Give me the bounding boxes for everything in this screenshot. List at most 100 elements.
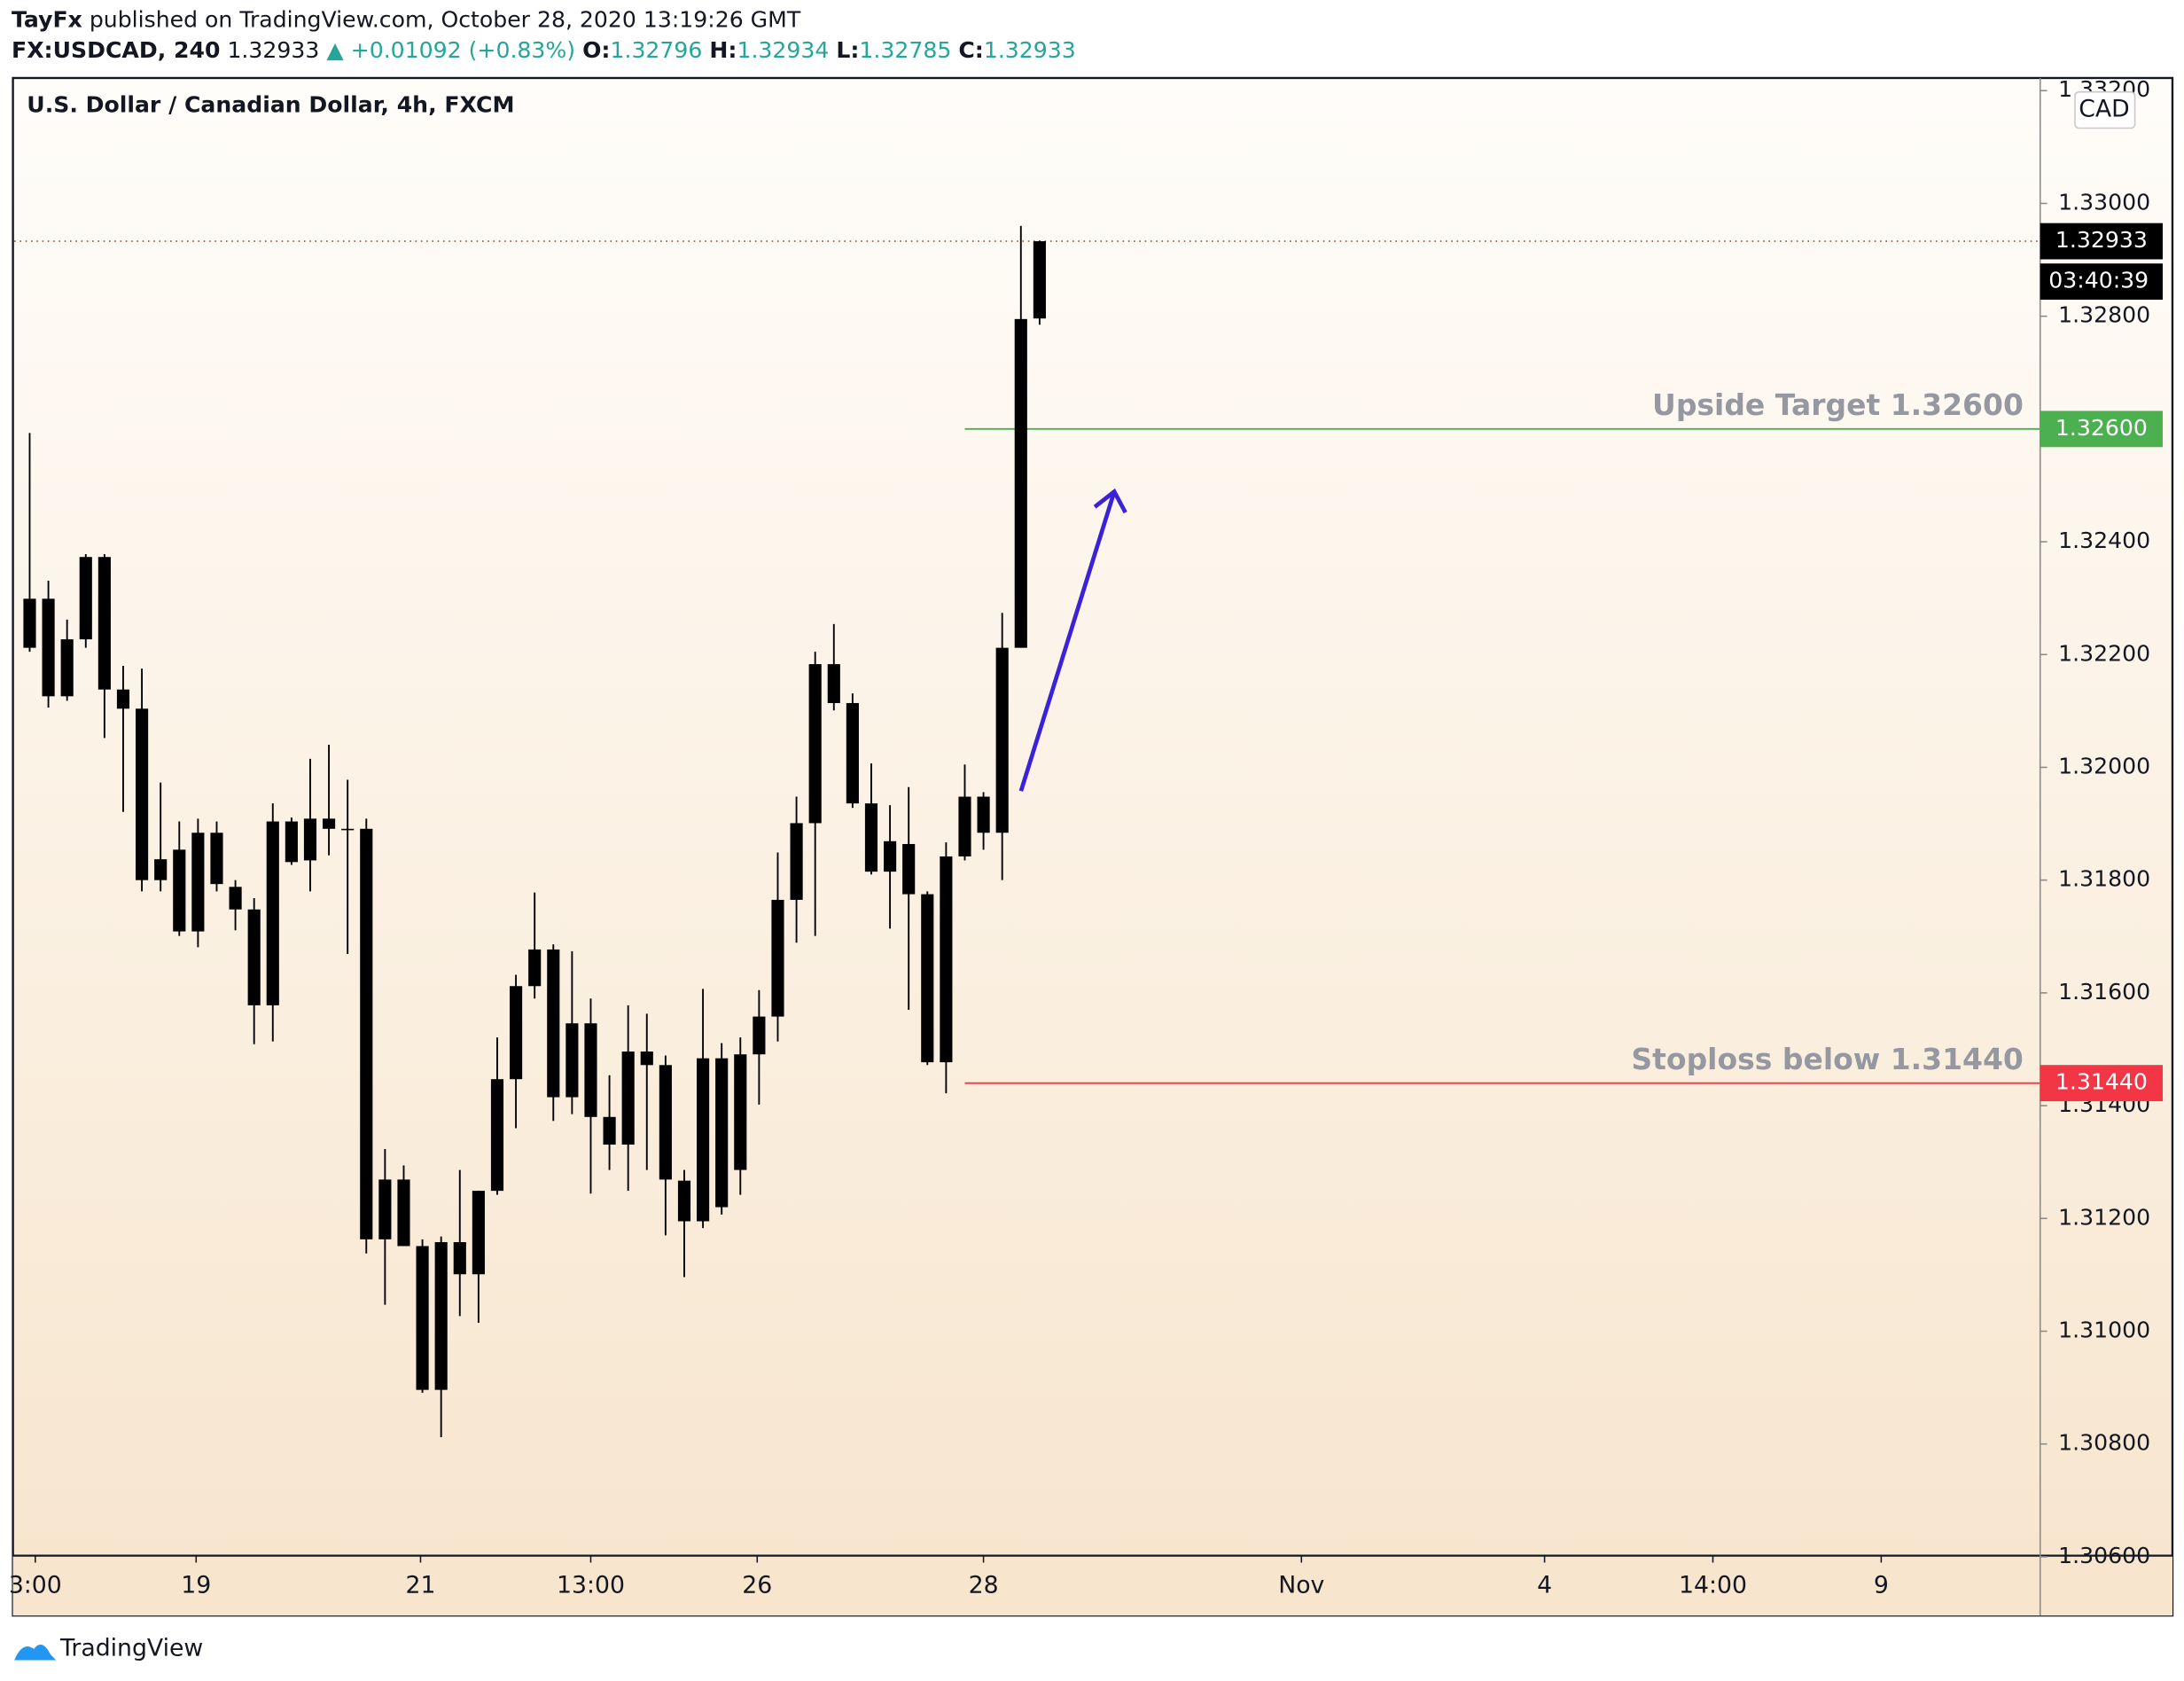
candle-body	[79, 557, 92, 640]
candle-body	[303, 818, 317, 861]
x-tick-label: 26	[742, 1572, 772, 1599]
last-price-box	[2040, 223, 2163, 260]
level-label: 1.31440	[2055, 1069, 2148, 1095]
candle-body	[603, 1116, 616, 1145]
candle-body	[621, 1052, 635, 1145]
candle-body	[154, 859, 168, 880]
x-tick-label: 19	[181, 1572, 211, 1599]
candle-body	[584, 1023, 597, 1117]
candle-body	[640, 1052, 653, 1066]
arrow-head	[1093, 488, 1127, 514]
candle-body	[1014, 318, 1027, 648]
y-tick-label: 1.30800	[2058, 1430, 2150, 1456]
y-tick-label: 1.30600	[2058, 1543, 2150, 1568]
y-tick-label: 1.31600	[2058, 979, 2150, 1005]
x-tick-label: 13:00	[557, 1572, 625, 1599]
candle-body	[98, 557, 111, 690]
logo-icon	[14, 1644, 57, 1661]
candle-body	[528, 949, 542, 987]
chart-title: U.S. Dollar / Canadian Dollar, 4h, FXCM	[27, 91, 514, 117]
candle-body	[884, 840, 897, 872]
level-box	[2040, 1065, 2163, 1102]
candle-body	[808, 664, 822, 824]
change: ▲ +0.01092 (+0.83%)	[326, 37, 575, 63]
h-label: H:	[709, 37, 737, 63]
countdown-box	[2040, 263, 2163, 301]
c: 1.32933	[984, 37, 1076, 63]
candle-body	[360, 828, 373, 1239]
o: 1.32796	[610, 37, 702, 63]
candle-body	[229, 887, 242, 910]
candle-body	[940, 856, 953, 1063]
candle-body	[921, 894, 934, 1063]
candle-body	[715, 1058, 729, 1208]
candle-body	[323, 818, 336, 829]
footer-logo	[14, 1644, 57, 1661]
x-tick-label: 3:00	[9, 1572, 62, 1599]
candle-body	[827, 664, 840, 703]
level-label: 1.32600	[2055, 415, 2148, 441]
candle-body	[210, 833, 223, 885]
candle-body	[416, 1246, 429, 1390]
candle-body	[42, 598, 55, 697]
candle-body	[453, 1242, 466, 1275]
candle-body	[846, 702, 859, 804]
publish-line: TayFx published on TradingView.com, Octo…	[12, 7, 801, 33]
y-tick-label: 1.32200	[2058, 640, 2150, 666]
published: published on TradingView.com, October 28…	[90, 7, 801, 33]
time-axis-bg	[12, 1555, 2172, 1616]
candle-body	[285, 821, 298, 863]
candle-body	[341, 828, 355, 831]
chart-frame	[12, 76, 2174, 1617]
candle-body	[977, 796, 990, 833]
level-text: Stoploss below 1.31440	[1631, 1042, 2023, 1076]
candle-body	[790, 823, 803, 900]
last-price-label: 1.32933	[2055, 227, 2148, 253]
last: 1.32933	[227, 37, 319, 63]
candle-body	[995, 647, 1009, 833]
candle-body	[490, 1079, 504, 1192]
y-tick-label: 1.33000	[2058, 189, 2150, 215]
candle-body	[734, 1054, 747, 1170]
level-text: Upside Target 1.32600	[1652, 387, 2024, 422]
candle-body	[136, 708, 149, 880]
candle-body	[434, 1242, 448, 1390]
x-tick-label: 9	[1874, 1572, 1889, 1599]
footer-brand: TradingView	[59, 1634, 203, 1661]
candle-body	[547, 949, 560, 1098]
y-tick-label: 1.32400	[2058, 528, 2150, 553]
candle-body	[397, 1179, 410, 1247]
candle-body	[566, 1023, 579, 1098]
candle-body	[191, 833, 205, 932]
y-tick-label: 1.32000	[2058, 753, 2150, 778]
candle-body	[60, 639, 74, 697]
candle-body	[266, 821, 279, 1005]
candle-body	[864, 803, 878, 872]
candle-body	[958, 796, 971, 856]
candle-body	[23, 598, 36, 648]
candle-body	[173, 849, 186, 932]
l-label: L:	[836, 37, 859, 63]
candle-body	[677, 1180, 691, 1222]
candle-body	[116, 689, 130, 709]
plot: Upside Target 1.32600 Stoploss below 1.31…	[14, 225, 2040, 1438]
candle-body	[697, 1058, 710, 1222]
y-tick-label: 1.31200	[2058, 1204, 2150, 1230]
x-tick-label: 4	[1537, 1572, 1552, 1599]
candle-body	[1033, 241, 1046, 319]
l: 1.32785	[859, 37, 951, 63]
candle-body	[378, 1179, 392, 1239]
candle-body	[510, 986, 523, 1080]
countdown: 03:40:39	[2048, 268, 2149, 293]
y-tick-label: 1.32800	[2058, 302, 2150, 328]
candle-body	[771, 899, 784, 1017]
symbol: FX:USDCAD, 240	[12, 37, 220, 63]
candle-body	[902, 843, 916, 895]
x-tick-label: 21	[405, 1572, 435, 1599]
candle-body	[472, 1191, 485, 1275]
currency: CAD	[2079, 96, 2129, 123]
h: 1.32934	[737, 37, 829, 63]
arrow-shaft	[1018, 490, 1117, 792]
c-label: C:	[958, 37, 984, 63]
currency-box	[2074, 90, 2136, 129]
